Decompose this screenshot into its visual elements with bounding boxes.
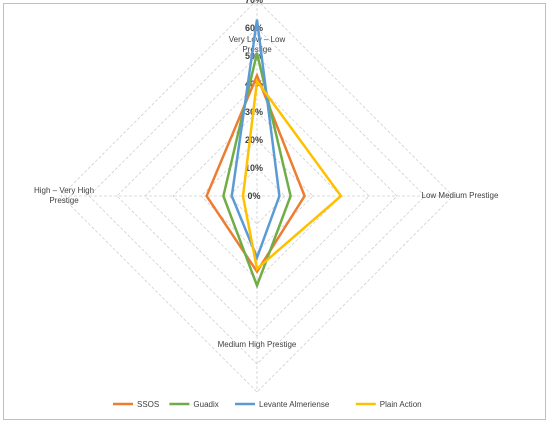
axis-label: Low Medium Prestige (422, 191, 499, 200)
legend-label: SSOS (137, 400, 159, 409)
series-line (205, 72, 306, 274)
legend-label: Plain Action (380, 400, 422, 409)
tick-label: 50% (245, 51, 263, 61)
legend-label: Guadix (193, 400, 218, 409)
axis-label: Medium High Prestige (218, 340, 297, 349)
grid-ring (200, 139, 314, 253)
legend-label: Levante Almeriense (259, 400, 330, 409)
axis-label: High – Very High (34, 186, 94, 195)
grid-ring (172, 111, 342, 281)
series-line (230, 19, 281, 262)
tick-label: 0% (247, 191, 260, 201)
tick-label: 20% (245, 135, 263, 145)
tick-label: 60% (245, 23, 263, 33)
tick-label: 10% (245, 163, 263, 173)
grid-ring (228, 167, 286, 225)
axis-label: Prestige (242, 45, 272, 54)
axis-label: Prestige (49, 196, 79, 205)
series-line (241, 77, 343, 272)
tick-label: 70% (245, 0, 263, 5)
series-line (222, 52, 292, 290)
axis-label: Very Low – Low (229, 35, 286, 44)
